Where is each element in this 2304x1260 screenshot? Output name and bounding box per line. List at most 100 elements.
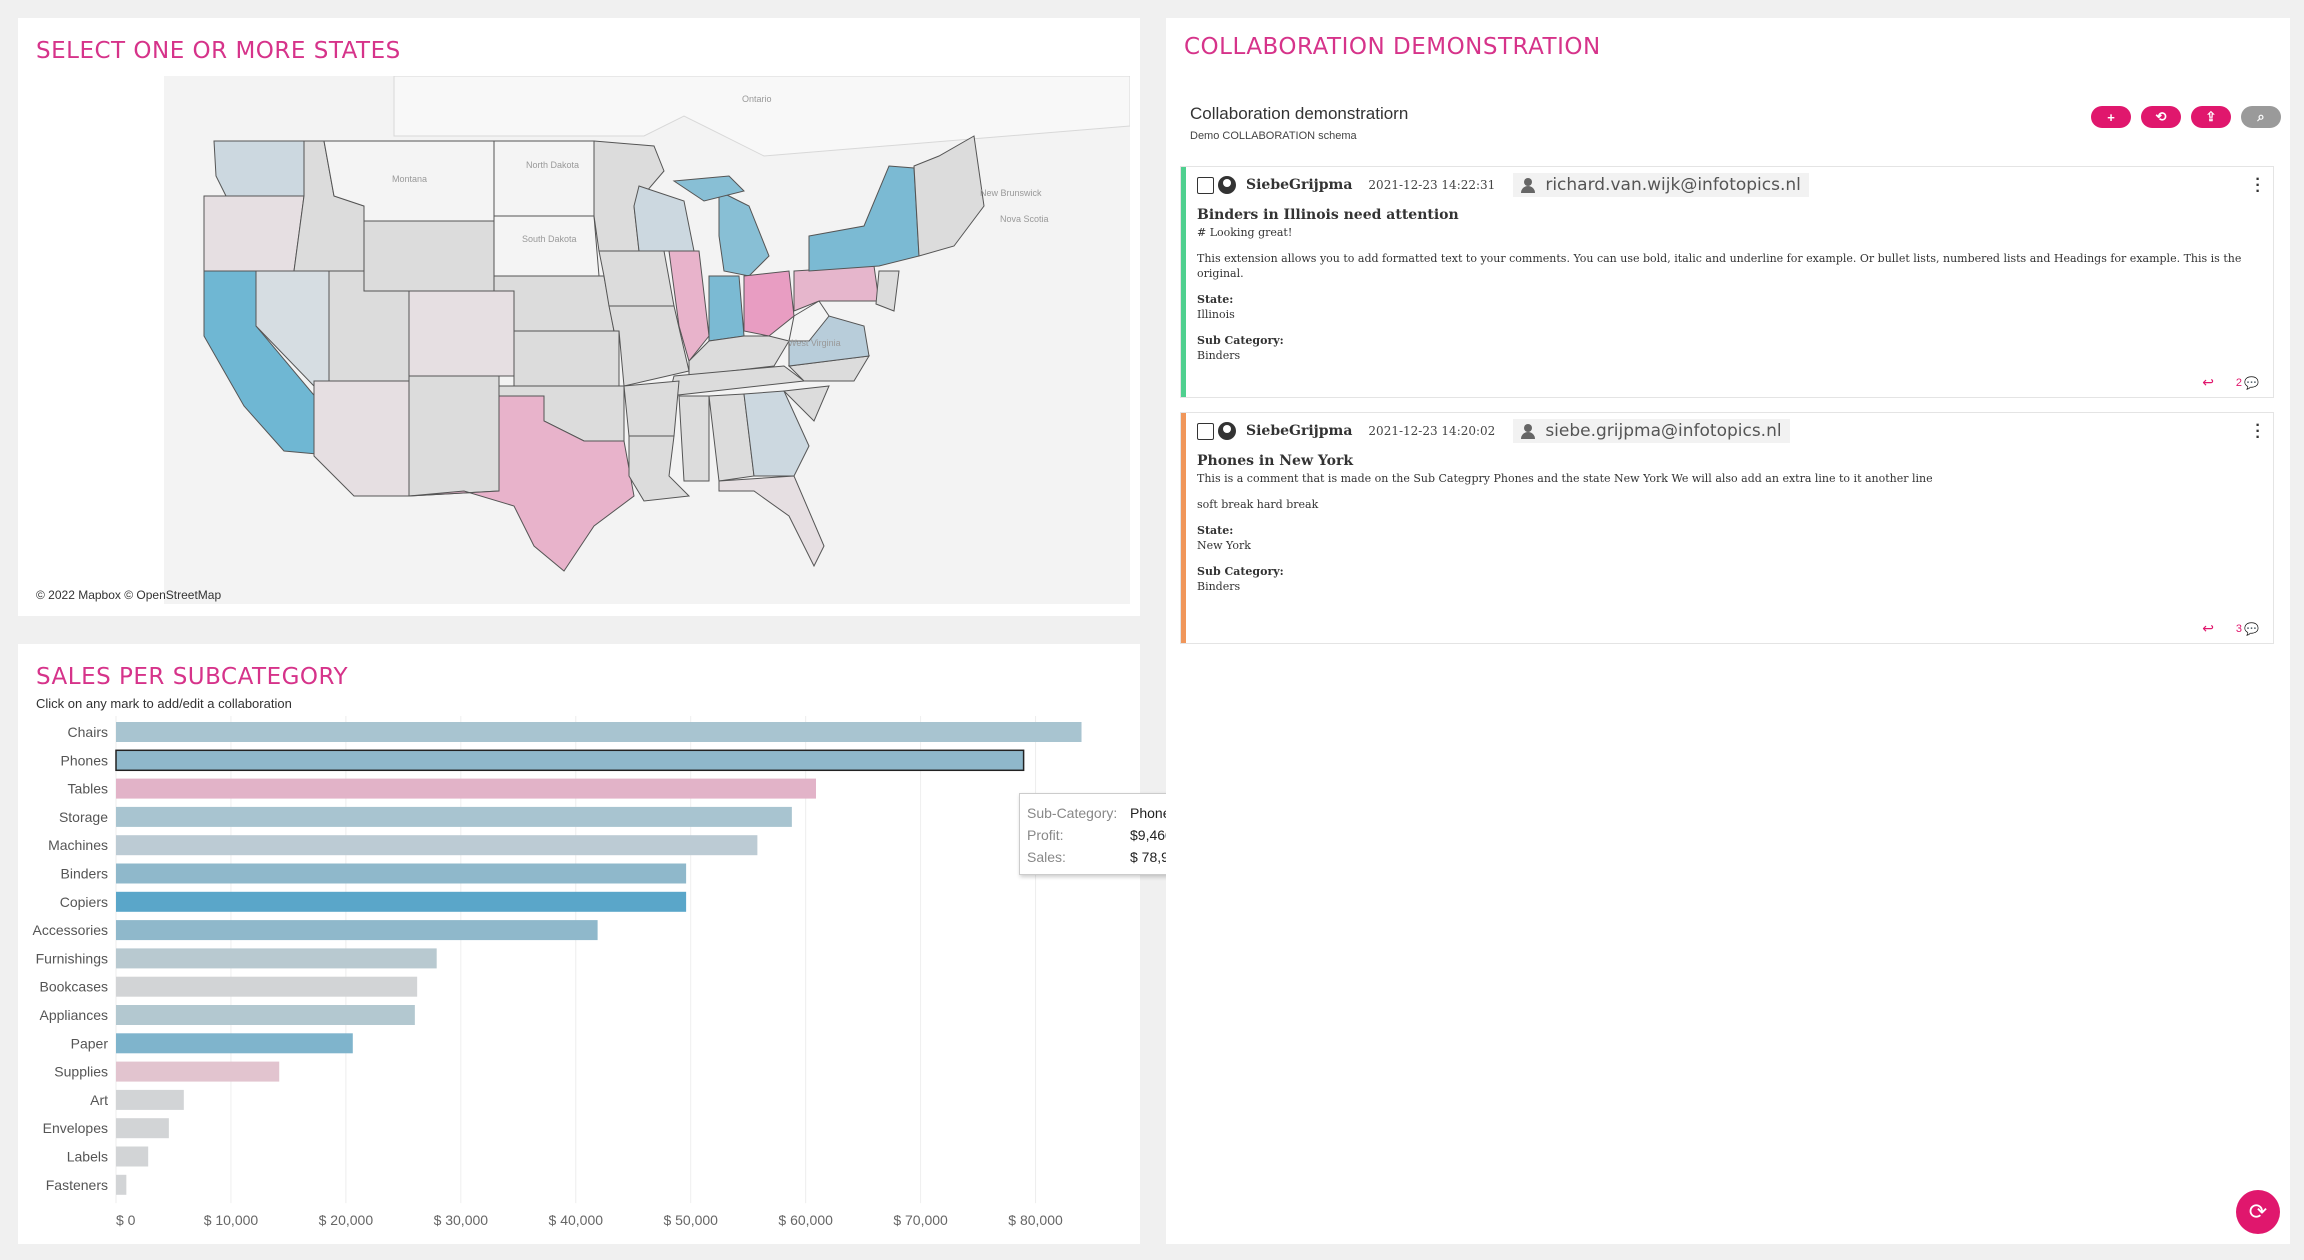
category-label: Chairs (68, 724, 108, 740)
state-mississippi[interactable] (678, 395, 710, 482)
tooltip-row: Profit: $9,460 (1027, 824, 1201, 846)
add-icon: + (2107, 109, 2115, 125)
state-wyoming[interactable] (363, 220, 495, 292)
map-label-ontario: Ontario (742, 94, 772, 104)
bar-furnishings[interactable] (116, 948, 437, 969)
state-kansas[interactable] (513, 330, 620, 387)
comment-text-line: soft break hard break (1197, 498, 1319, 511)
person-icon (1521, 177, 1536, 193)
bar-storage[interactable] (116, 806, 792, 827)
comment-state: New York (1197, 539, 1251, 552)
state-illinois[interactable] (668, 250, 710, 363)
state-georgia[interactable] (743, 390, 810, 477)
state-south-carolina[interactable] (782, 385, 830, 422)
us-state-map[interactable]: Ontario North Dakota Montana South Dakot… (164, 76, 1130, 604)
comment-card[interactable]: SiebeGrijpma 2021-12-23 14:20:02 siebe.g… (1180, 412, 2274, 644)
state-indiana[interactable] (708, 275, 745, 342)
bar-machines[interactable] (116, 835, 758, 856)
person-icon (1521, 423, 1536, 439)
x-tick-label: $ 40,000 (549, 1212, 604, 1228)
category-label: Appliances (40, 1007, 109, 1023)
x-tick-label: $ 60,000 (778, 1212, 833, 1228)
category-label: Labels (67, 1149, 108, 1165)
state-new-jersey[interactable] (875, 270, 900, 312)
state-arizona[interactable] (313, 380, 410, 497)
comment-date: 2021-12-23 14:22:31 (1368, 178, 1496, 192)
kebab-menu-icon[interactable]: · · · (2255, 171, 2261, 200)
export-button[interactable]: ⇪ (2191, 106, 2231, 128)
collaboration-name: Collaboration demonstratiorn (1190, 104, 1409, 123)
state-washington[interactable] (213, 140, 305, 197)
collaboration-schema: Demo COLLABORATION schema (1190, 130, 1357, 142)
state-florida[interactable] (718, 475, 825, 568)
comment-card[interactable]: SiebeGrijpma 2021-12-23 14:22:31 richard… (1180, 166, 2274, 398)
history-button[interactable]: ⟲ (2141, 106, 2181, 128)
bar-supplies[interactable] (116, 1061, 280, 1082)
export-icon: ⇪ (2205, 109, 2217, 124)
map-panel-title: SELECT ONE OR MORE STATES (36, 38, 401, 64)
state-south-dakota[interactable] (493, 215, 600, 277)
comment-subcategory: Binders (1197, 349, 1241, 362)
comment-text-line: This extension allows you to add formatt… (1197, 252, 2242, 280)
state-arkansas[interactable] (623, 380, 680, 437)
comment-state-label: State: (1197, 293, 1234, 306)
history-icon: ⟲ (2155, 109, 2167, 124)
comment-checkbox[interactable] (1197, 176, 1214, 194)
bar-tables[interactable] (116, 778, 816, 799)
bar-labels[interactable] (116, 1146, 149, 1167)
add-comment-button[interactable]: + (2091, 106, 2131, 128)
state-louisiana[interactable] (628, 435, 691, 502)
state-wisconsin[interactable] (633, 185, 695, 252)
bar-envelopes[interactable] (116, 1118, 169, 1139)
state-new-mexico[interactable] (408, 375, 500, 497)
state-michigan-upper[interactable] (672, 175, 745, 202)
kebab-menu-icon[interactable]: · · · (2255, 417, 2261, 446)
state-west-virginia[interactable] (788, 300, 830, 342)
category-label: Furnishings (36, 950, 108, 966)
user-circle-icon (1218, 422, 1236, 440)
map-label-montana: Montana (392, 174, 427, 184)
comment-state: Illinois (1197, 308, 1235, 321)
bar-phones[interactable] (115, 749, 1025, 772)
x-tick-label: $ 50,000 (663, 1212, 718, 1228)
reply-icon[interactable]: ↩ (2202, 374, 2214, 390)
comment-author: SiebeGrijpma (1246, 177, 1353, 193)
comment-email: richard.van.wijk@infotopics.nl (1545, 175, 1801, 195)
bar-fasteners[interactable] (116, 1174, 127, 1195)
tooltip-key: Profit: (1027, 827, 1064, 843)
comment-accent (1181, 167, 1186, 397)
state-texas[interactable] (408, 395, 635, 572)
search-button[interactable]: ⌕ (2241, 106, 2281, 128)
bar-bookcases[interactable] (116, 976, 418, 997)
comment-title: Binders in Illinois need attention (1197, 207, 1459, 223)
comment-text-line: # Looking great! (1197, 226, 1293, 239)
refresh-button[interactable]: ⟳ (2236, 1190, 2280, 1234)
state-iowa[interactable] (598, 250, 675, 307)
tooltip-value: Phones (1130, 805, 1178, 821)
map-label-west-virginia: West Virginia (788, 338, 841, 348)
comment-accent (1181, 413, 1186, 643)
bar-binders[interactable] (116, 863, 687, 884)
bar-art[interactable] (116, 1089, 184, 1110)
bar-accessories[interactable] (116, 920, 598, 941)
bar-chairs[interactable] (116, 722, 1082, 742)
comment-checkbox[interactable] (1197, 422, 1214, 440)
chart-panel: $ 0 $ 10,000 $ 20,000 $ 30,000 $ 40,000 $ 50,… (18, 644, 1140, 1244)
user-circle-icon (1218, 176, 1236, 194)
state-colorado[interactable] (408, 290, 515, 377)
comment-state-label: State: (1197, 524, 1234, 537)
reply-icon[interactable]: ↩ (2202, 620, 2214, 636)
bar-chart[interactable]: $ 0 $ 10,000 $ 20,000 $ 30,000 $ 40,000 $ 50,… (18, 644, 1140, 1244)
map-label-south-dakota: South Dakota (522, 234, 577, 244)
bar-paper[interactable] (116, 1033, 353, 1054)
category-label: Fasteners (46, 1177, 108, 1193)
state-north-dakota[interactable] (493, 140, 595, 217)
state-new-england[interactable] (913, 135, 985, 257)
state-oregon[interactable] (203, 195, 305, 272)
tooltip-key: Sub-Category: (1027, 805, 1118, 821)
state-ohio[interactable] (743, 270, 795, 337)
comment-title: Phones in New York (1197, 453, 1354, 469)
bar-copiers[interactable] (116, 891, 687, 912)
bar-appliances[interactable] (116, 1005, 415, 1025)
map-copyright: © 2022 Mapbox © OpenStreetMap (36, 588, 222, 602)
